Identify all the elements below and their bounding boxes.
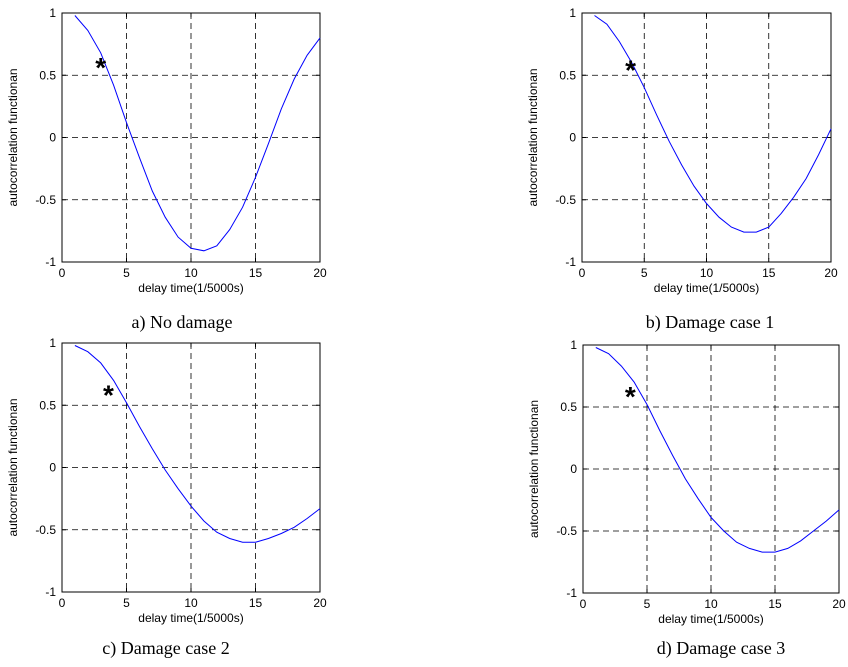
panel-a-x-tick-label: 15 — [249, 266, 263, 280]
panel-b-y-tick-label: -0.5 — [555, 193, 576, 207]
panel-a-y-tick-label: -1 — [45, 255, 56, 269]
panel-b-y-tick-label: 0 — [569, 131, 576, 145]
panel-b-y-tick-label: 0.5 — [559, 68, 576, 82]
panel-c-x-tick-label: 10 — [184, 596, 198, 610]
panel-a-x-tick-label: 10 — [184, 266, 198, 280]
panel-c-asterisk-marker: * — [103, 379, 114, 410]
panel-b-asterisk-marker: * — [625, 54, 636, 85]
panel-d-x-tick-label: 20 — [832, 597, 846, 611]
panel-a-asterisk-marker: * — [95, 52, 106, 83]
panel-b-x-tick-label: 0 — [579, 266, 586, 280]
panel-b-y-tick-label: -1 — [565, 255, 576, 269]
panel-b-x-axis-label: delay time(1/5000s) — [654, 281, 759, 295]
panel-d-x-tick-label: 10 — [704, 597, 718, 611]
caption-c: c) Damage case 2 — [102, 638, 230, 658]
panel-a-x-tick-label: 0 — [59, 266, 66, 280]
panel-c-y-tick-label: -0.5 — [35, 523, 56, 537]
panel-c-y-axis-label: autocorrelation functionan — [6, 398, 20, 536]
panel-d-x-axis-label: delay time(1/5000s) — [658, 612, 763, 626]
panel-b-y-tick-label: 1 — [569, 6, 576, 20]
panel-c-y-tick-label: 1 — [49, 336, 56, 350]
panel-a-x-tick-label: 20 — [313, 266, 327, 280]
panel-a-x-tick-label: 5 — [123, 266, 130, 280]
panel-b-x-tick-label: 15 — [762, 266, 776, 280]
panel-b-x-tick-label: 20 — [824, 266, 838, 280]
panel-d-y-tick-label: 0 — [570, 462, 577, 476]
panel-b-x-tick-label: 10 — [700, 266, 714, 280]
panel-c-x-tick-label: 0 — [59, 596, 66, 610]
panel-b-x-tick-label: 5 — [641, 266, 648, 280]
panel-c-x-tick-label: 15 — [249, 596, 263, 610]
panel-c-x-tick-label: 20 — [313, 596, 327, 610]
panel-b-series-line — [594, 15, 832, 233]
panel-d-y-axis-label: autocorrelation functionan — [527, 400, 541, 538]
panel-d-series-line — [595, 347, 840, 553]
panel-a-x-axis-label: delay time(1/5000s) — [138, 281, 243, 295]
panel-d-x-tick-label: 15 — [768, 597, 782, 611]
panel-d-y-tick-label: -0.5 — [556, 524, 577, 538]
panel-d-y-tick-label: 1 — [570, 338, 577, 352]
caption-d: d) Damage case 3 — [656, 638, 786, 658]
panel-d-y-tick-label: -1 — [566, 586, 577, 600]
panel-d-y-tick-label: 0.5 — [560, 400, 577, 414]
panel-a-y-tick-label: 0.5 — [39, 68, 56, 82]
panel-c-x-tick-label: 5 — [123, 596, 130, 610]
caption-a: a) No damage — [131, 312, 233, 332]
panel-a-y-tick-label: 0 — [49, 131, 56, 145]
panel-b-y-axis-label: autocorrelation functionan — [526, 68, 540, 206]
panel-a-series-line — [74, 15, 321, 252]
panel-c-series-line — [74, 345, 321, 543]
panel-c-x-axis-label: delay time(1/5000s) — [138, 611, 243, 625]
panel-c-y-tick-label: -1 — [45, 585, 56, 599]
panel-a-y-tick-label: -0.5 — [35, 193, 56, 207]
panel-d-asterisk-marker: * — [625, 381, 636, 412]
panel-a-y-tick-label: 1 — [49, 6, 56, 20]
panel-d-x-tick-label: 0 — [580, 597, 587, 611]
panel-a-y-axis-label: autocorrelation functionan — [6, 68, 20, 206]
caption-b: b) Damage case 1 — [645, 312, 775, 332]
panel-d-x-tick-label: 5 — [644, 597, 651, 611]
panel-c-y-tick-label: 0.5 — [39, 398, 56, 412]
panel-c-y-tick-label: 0 — [49, 461, 56, 475]
